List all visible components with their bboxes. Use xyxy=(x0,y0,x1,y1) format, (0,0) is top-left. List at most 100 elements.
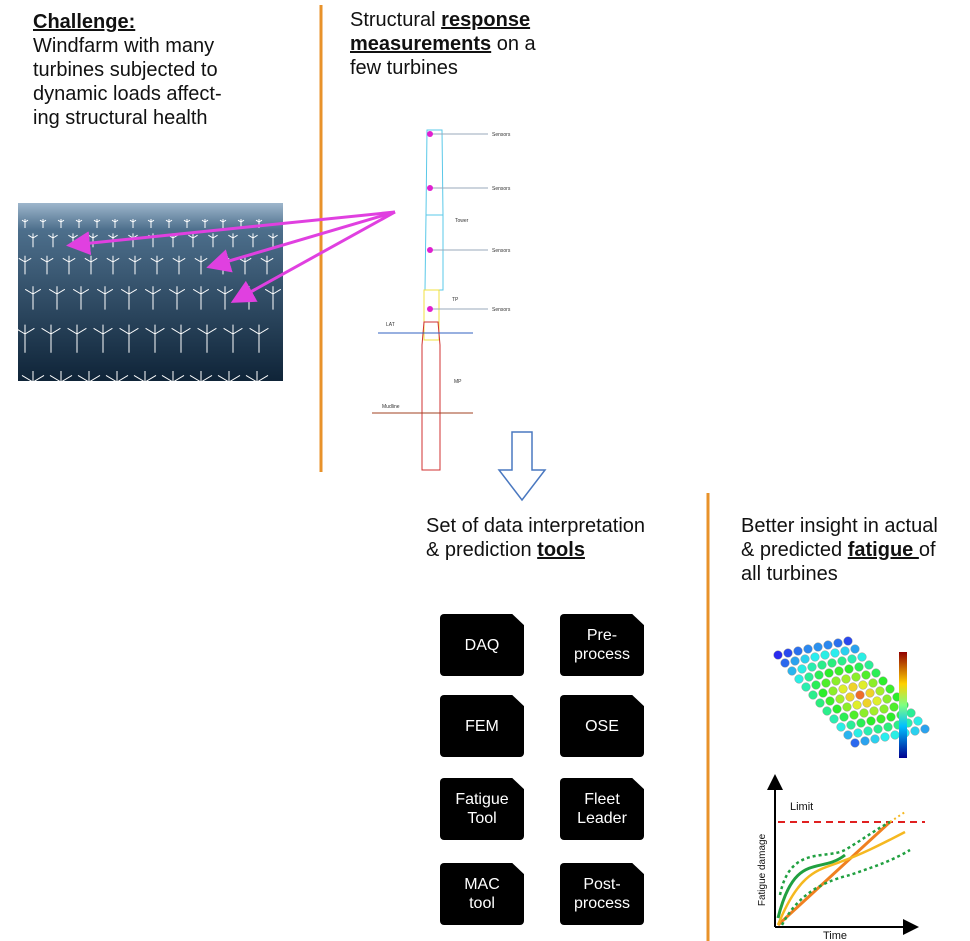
tool-box: Post-process xyxy=(560,863,644,925)
heat-dot xyxy=(825,669,834,678)
sensor-label: Sensors xyxy=(492,248,511,254)
emphasis: response xyxy=(441,9,530,31)
tool-box: Pre-process xyxy=(560,614,644,676)
tool-label: Post- xyxy=(583,875,620,894)
heat-dot xyxy=(836,695,845,704)
tool-label: OSE xyxy=(585,717,619,736)
heat-dot xyxy=(784,649,793,658)
heat-dot xyxy=(846,693,855,702)
heat-dot xyxy=(884,723,893,732)
heat-dot xyxy=(891,731,900,740)
tool-label: MAC xyxy=(464,875,500,894)
text: few turbines xyxy=(350,57,458,79)
heat-dot xyxy=(815,671,824,680)
heat-dot xyxy=(869,679,878,688)
heat-dot xyxy=(851,739,860,748)
text-line: & predicted fatigue of xyxy=(741,538,938,562)
heat-dot xyxy=(852,673,861,682)
text-line: Better insight in actual xyxy=(741,514,938,538)
heat-dot xyxy=(874,725,883,734)
heat-dot xyxy=(821,651,830,660)
heat-dot xyxy=(883,695,892,704)
tool-label: process xyxy=(574,645,630,664)
mp-label: MP xyxy=(454,379,462,385)
heat-dot xyxy=(842,675,851,684)
sensor-label: Sensors xyxy=(492,307,511,313)
heat-dot xyxy=(837,723,846,732)
challenge: Challenge: Windfarm with many turbines s… xyxy=(33,10,222,130)
text: & prediction xyxy=(426,539,537,561)
heat-dot xyxy=(857,719,866,728)
heat-dot xyxy=(834,639,843,648)
heat-dot xyxy=(858,653,867,662)
tool-label: DAQ xyxy=(465,636,500,655)
heat-dot xyxy=(880,705,889,714)
text: of xyxy=(919,539,936,561)
heat-dot xyxy=(823,707,832,716)
tool-box: FEM xyxy=(440,695,524,757)
lat-label: LAT xyxy=(386,322,395,328)
insight-heading: Better insight in actual& predicted fati… xyxy=(741,514,938,586)
heat-dot xyxy=(835,667,844,676)
heat-dot xyxy=(860,709,869,718)
text: on a xyxy=(491,33,535,55)
tool-label: Pre- xyxy=(587,626,617,645)
heat-dot xyxy=(824,641,833,650)
heat-dot xyxy=(814,643,823,652)
text-line: all turbines xyxy=(741,562,938,586)
challenge-line: Windfarm with many xyxy=(33,34,222,58)
heat-dot xyxy=(838,657,847,666)
heat-dot xyxy=(808,663,817,672)
tool-label: tool xyxy=(469,894,495,913)
tool-box: OSE xyxy=(560,695,644,757)
heat-dot xyxy=(867,717,876,726)
sensor-label: Sensors xyxy=(492,186,511,192)
text: all turbines xyxy=(741,563,838,585)
heat-dot xyxy=(862,671,871,680)
heat-dot xyxy=(886,685,895,694)
heat-dot xyxy=(877,715,886,724)
challenge-title: Challenge: xyxy=(33,10,222,34)
challenge-line: ing structural health xyxy=(33,106,222,130)
tool-label: Tool xyxy=(467,809,496,828)
page: {"challenge": {"title": "Challenge:", "l… xyxy=(0,0,970,941)
heat-dot xyxy=(854,729,863,738)
heat-dot xyxy=(830,715,839,724)
heat-dot xyxy=(850,711,859,720)
heat-dot xyxy=(822,679,831,688)
text: Structural xyxy=(350,9,441,31)
tool-label: FEM xyxy=(465,717,499,736)
heat-dot xyxy=(879,677,888,686)
heat-dot xyxy=(826,697,835,706)
tool-label: Fatigue xyxy=(455,790,508,809)
heat-dot xyxy=(832,677,841,686)
heat-dot xyxy=(844,637,853,646)
heat-dot xyxy=(876,687,885,696)
heat-dot xyxy=(840,713,849,722)
heat-dot xyxy=(921,725,930,734)
emphasis: fatigue xyxy=(848,539,919,561)
heat-dot xyxy=(873,697,882,706)
heat-dot xyxy=(833,705,842,714)
heat-dot xyxy=(802,683,811,692)
challenge-line: dynamic loads affect- xyxy=(33,82,222,106)
heat-dot xyxy=(847,721,856,730)
heat-dot xyxy=(774,651,783,660)
tool-label: process xyxy=(574,894,630,913)
heat-dot xyxy=(795,675,804,684)
heat-dot xyxy=(812,681,821,690)
text-line: measurements on a xyxy=(350,32,536,56)
mudline-label: Mudline xyxy=(382,404,400,410)
tower-label: Tower xyxy=(455,218,469,224)
down-arrow xyxy=(499,432,545,500)
text: Better insight in actual xyxy=(741,515,938,537)
heat-dot xyxy=(781,659,790,668)
tool-box: DAQ xyxy=(440,614,524,676)
heat-dot xyxy=(791,657,800,666)
heat-dot xyxy=(829,687,838,696)
heat-dot xyxy=(801,655,810,664)
limit-label: Limit xyxy=(790,801,813,813)
heat-dot xyxy=(870,707,879,716)
heat-dot xyxy=(849,683,858,692)
text-line: Structural response xyxy=(350,8,536,32)
